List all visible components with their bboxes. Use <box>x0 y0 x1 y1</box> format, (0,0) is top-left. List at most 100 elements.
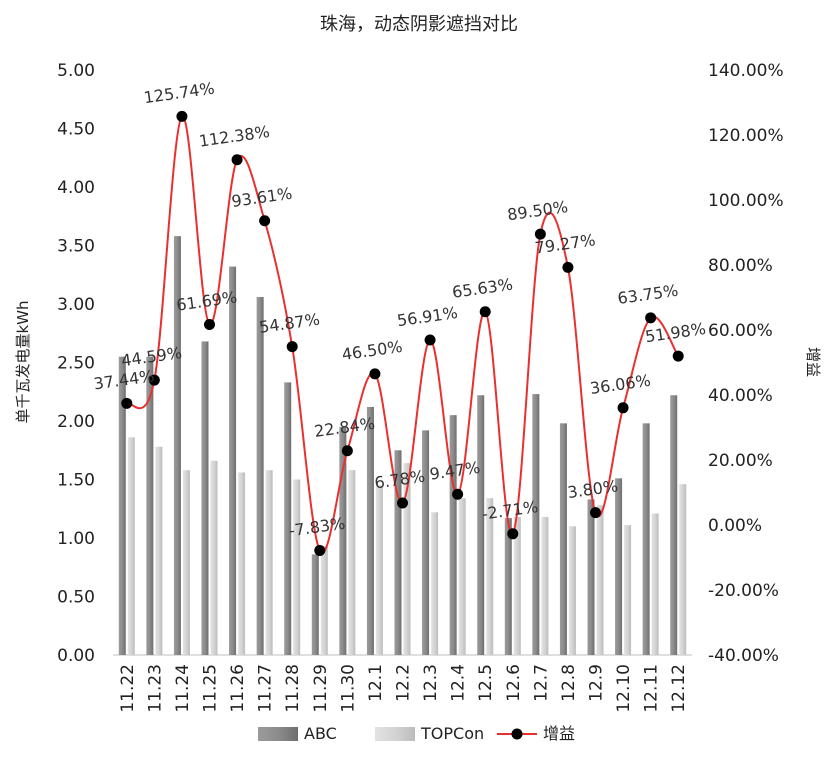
bar-topcon <box>127 437 135 655</box>
bar-abc <box>146 356 154 655</box>
bar-topcon <box>513 516 521 655</box>
gain-data-label: 6.78% <box>373 467 426 493</box>
bar-topcon <box>320 546 328 655</box>
y2-tick-label: 100.00% <box>708 191 784 211</box>
x-tick-label: 11.30 <box>338 664 358 713</box>
bar-topcon <box>182 470 190 655</box>
y-tick-label: 1.00 <box>57 529 95 549</box>
bar-topcon <box>651 513 659 655</box>
x-tick-label: 12.2 <box>394 664 414 702</box>
bar-topcon <box>679 484 687 655</box>
y-tick-label: 0.00 <box>57 646 95 666</box>
bar-abc <box>532 394 540 655</box>
gain-point <box>369 368 381 380</box>
bar-abc <box>670 395 678 655</box>
legend-label-abc: ABC <box>304 724 337 743</box>
bar-topcon <box>403 463 411 655</box>
bar-topcon <box>458 498 466 655</box>
bar-topcon <box>348 470 356 655</box>
x-tick-label: 11.28 <box>283 664 303 713</box>
y-tick-label: 4.00 <box>57 178 95 198</box>
bar-abc <box>559 423 567 655</box>
bar-topcon <box>238 472 246 655</box>
gain-point <box>148 374 160 386</box>
gain-point <box>534 228 546 240</box>
y2-tick-label: 0.00% <box>708 516 762 536</box>
bar-abc <box>173 236 181 655</box>
bar-abc <box>449 415 457 655</box>
bar-abc <box>256 296 264 655</box>
gain-point <box>424 334 436 346</box>
bar-topcon <box>293 479 301 655</box>
y2-tick-label: -20.00% <box>708 581 779 601</box>
x-tick-label: 11.27 <box>256 664 276 713</box>
gain-point <box>286 341 298 353</box>
gain-point <box>479 306 491 318</box>
y-tick-label: 4.50 <box>57 120 95 140</box>
y-axis-title: 单千瓦发电量kWh <box>14 300 32 423</box>
y2-tick-label: -40.00% <box>708 646 779 666</box>
legend-swatch-gain-marker <box>511 728 523 740</box>
bar-topcon <box>624 525 632 655</box>
gain-point <box>562 261 574 273</box>
gain-data-label: 56.91% <box>396 303 459 330</box>
bar-abc <box>394 450 402 655</box>
bar-abc <box>229 266 237 655</box>
x-tick-label: 11.29 <box>311 664 331 713</box>
gain-data-label: 9.47% <box>428 458 481 484</box>
gain-point <box>176 110 188 122</box>
bar-topcon <box>375 485 383 655</box>
legend-label-gain: 增益 <box>543 724 575 743</box>
gain-point <box>507 528 519 540</box>
bar-topcon <box>568 526 576 655</box>
x-tick-label: 12.5 <box>476 664 496 702</box>
legend-swatch-topcon <box>375 727 415 741</box>
gain-data-label: 61.69% <box>175 287 238 314</box>
gain-data-label: 54.87% <box>258 310 321 337</box>
gain-point <box>341 445 353 457</box>
x-tick-label: 12.6 <box>504 664 524 702</box>
gain-point <box>645 312 657 324</box>
gain-data-label: 89.50% <box>506 197 569 224</box>
bar-topcon <box>210 460 218 655</box>
gain-data-label: 22.84% <box>313 414 376 441</box>
x-tick-label: 11.23 <box>145 664 165 713</box>
gain-point <box>204 319 215 331</box>
y2-tick-label: 60.00% <box>708 321 773 341</box>
x-tick-label: 12.3 <box>421 664 441 702</box>
bar-topcon <box>265 470 273 655</box>
gain-data-label: 3.80% <box>566 476 619 502</box>
bar-abc <box>339 426 347 655</box>
gain-data-label: 125.74% <box>143 79 216 108</box>
x-tick-label: 12.1 <box>366 664 386 702</box>
gain-data-label: 46.50% <box>341 337 404 364</box>
gain-point <box>617 402 629 414</box>
x-tick-label: 11.24 <box>173 664 193 713</box>
x-tick-label: 11.26 <box>228 664 248 713</box>
y-tick-label: 3.50 <box>57 237 95 257</box>
bar-abc <box>366 406 374 655</box>
bar-abc <box>311 554 319 655</box>
x-tick-label: 12.4 <box>449 664 469 702</box>
y2-tick-label: 140.00% <box>708 61 784 81</box>
gain-point <box>231 154 243 166</box>
gain-point <box>397 497 408 509</box>
gain-data-label: 65.63% <box>451 275 514 302</box>
chart-title: 珠海，动态阴影遮挡对比 <box>320 14 518 35</box>
bar-topcon <box>155 446 163 655</box>
bar-abc <box>504 518 512 655</box>
y-tick-label: 0.50 <box>57 588 95 608</box>
x-tick-label: 12.12 <box>669 664 689 713</box>
legend-swatch-abc <box>258 727 298 741</box>
x-tick-label: 11.25 <box>201 664 221 713</box>
gain-data-label: 93.61% <box>230 184 293 211</box>
bar-abc <box>477 395 485 655</box>
y-tick-label: 2.50 <box>57 354 95 374</box>
bar-abc <box>284 382 292 655</box>
y2-tick-label: 40.00% <box>708 386 773 406</box>
bar-topcon <box>486 498 494 655</box>
x-tick-label: 11.22 <box>118 664 138 713</box>
bar-abc <box>422 430 430 655</box>
